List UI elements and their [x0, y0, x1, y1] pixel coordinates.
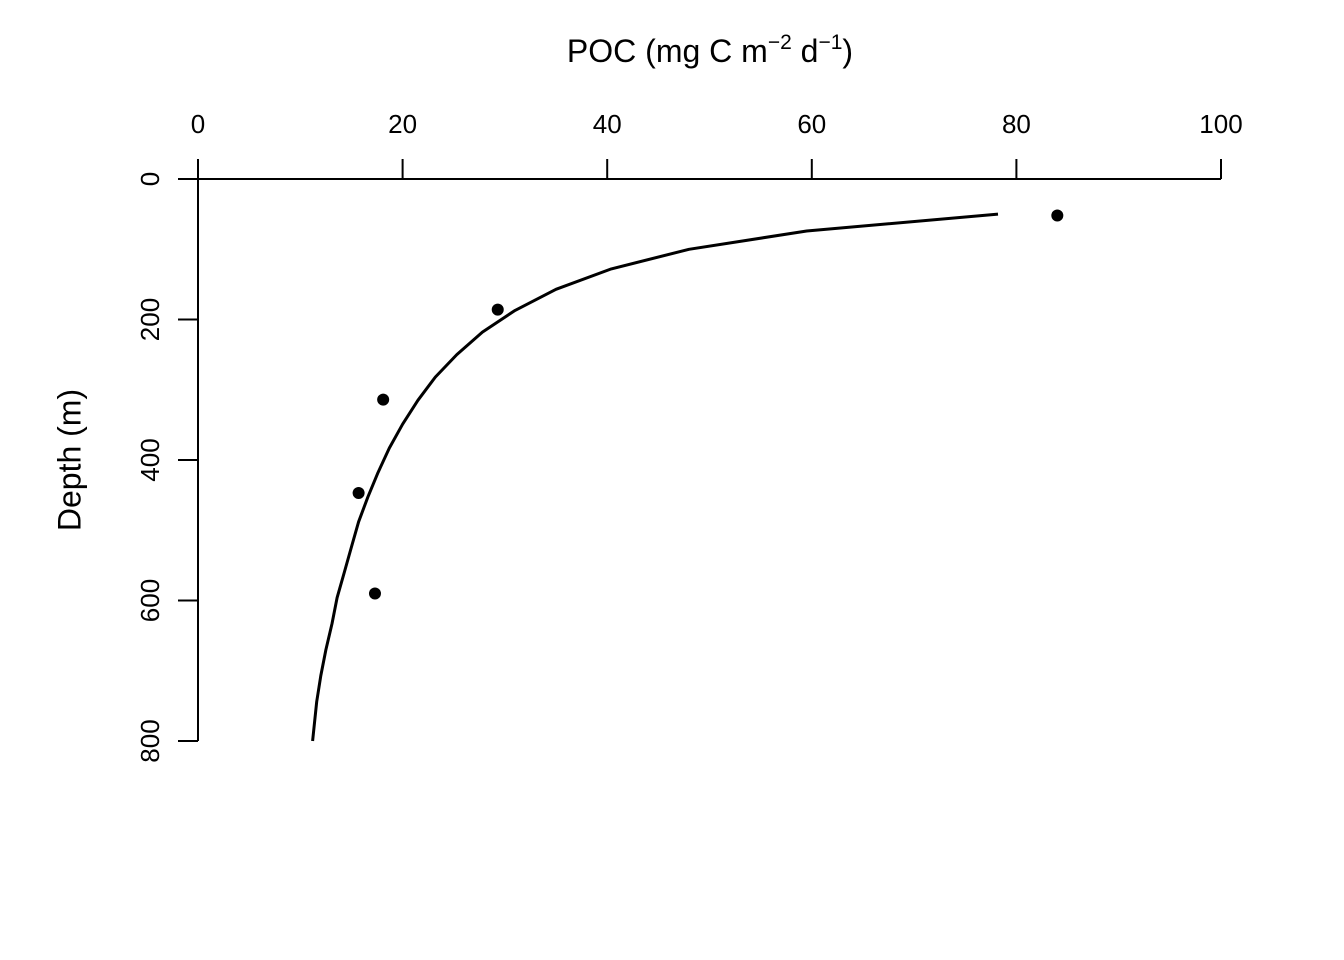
- y-tick-label: 600: [135, 579, 165, 622]
- x-tick-label: 60: [797, 109, 826, 139]
- data-point: [377, 393, 390, 406]
- x-title-superscript: −2: [768, 31, 792, 54]
- y-axis: 0 200 400 600 800: [135, 172, 199, 763]
- data-point: [352, 487, 365, 500]
- series-layer: [311, 209, 1064, 742]
- x-tick-label: 20: [388, 109, 417, 139]
- y-tick-label: 400: [135, 438, 165, 481]
- data-point: [491, 303, 504, 316]
- y-tick-label: 200: [135, 298, 165, 341]
- x-title-part: d: [792, 33, 819, 69]
- x-tick-label: 100: [1199, 109, 1242, 139]
- x-axis: 0 20 40 60 80 100: [191, 109, 1243, 180]
- y-tick-label: 0: [135, 172, 165, 186]
- x-title-part: POC (mg C m: [567, 33, 768, 69]
- x-tick-label: 80: [1002, 109, 1031, 139]
- x-tick-label: 0: [191, 109, 205, 139]
- y-axis-title: Depth (m): [51, 389, 87, 531]
- data-point: [1051, 209, 1064, 222]
- fitted-curve-line: [311, 212, 999, 742]
- y-tick-label: 800: [135, 719, 165, 762]
- x-title-superscript: −1: [818, 31, 842, 54]
- x-axis-title: POC (mg C m−2 d−1): [567, 31, 853, 69]
- x-tick-label: 40: [593, 109, 622, 139]
- data-point: [368, 587, 381, 600]
- x-title-part: ): [842, 33, 853, 69]
